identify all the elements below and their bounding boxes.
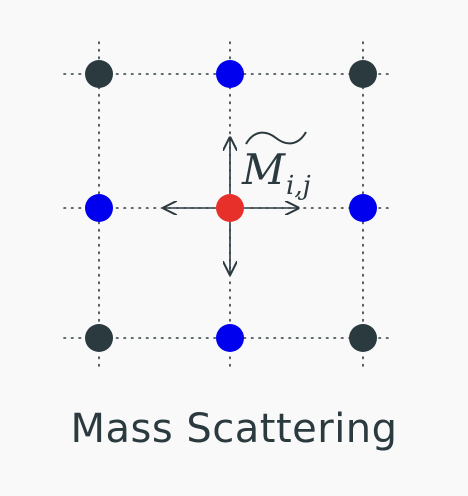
corner-node-top-left [85, 60, 113, 88]
scatter-arrows [164, 138, 298, 274]
neighbor-node-bottom [216, 324, 244, 352]
center-node [216, 194, 244, 222]
neighbor-nodes [85, 60, 377, 352]
neighbor-node-left [85, 194, 113, 222]
mass-label: M i,j [241, 131, 311, 201]
corner-nodes [85, 60, 377, 352]
diagram-caption: Mass Scattering [70, 406, 398, 452]
mass-scattering-diagram: M i,j [63, 41, 393, 373]
tilde-accent [245, 131, 307, 145]
corner-node-top-right [349, 60, 377, 88]
corner-node-bottom-right [349, 324, 377, 352]
mass-subscript: i,j [286, 171, 311, 201]
neighbor-node-right [349, 194, 377, 222]
neighbor-node-top [216, 60, 244, 88]
corner-node-bottom-left [85, 324, 113, 352]
mass-symbol: M [241, 145, 286, 194]
